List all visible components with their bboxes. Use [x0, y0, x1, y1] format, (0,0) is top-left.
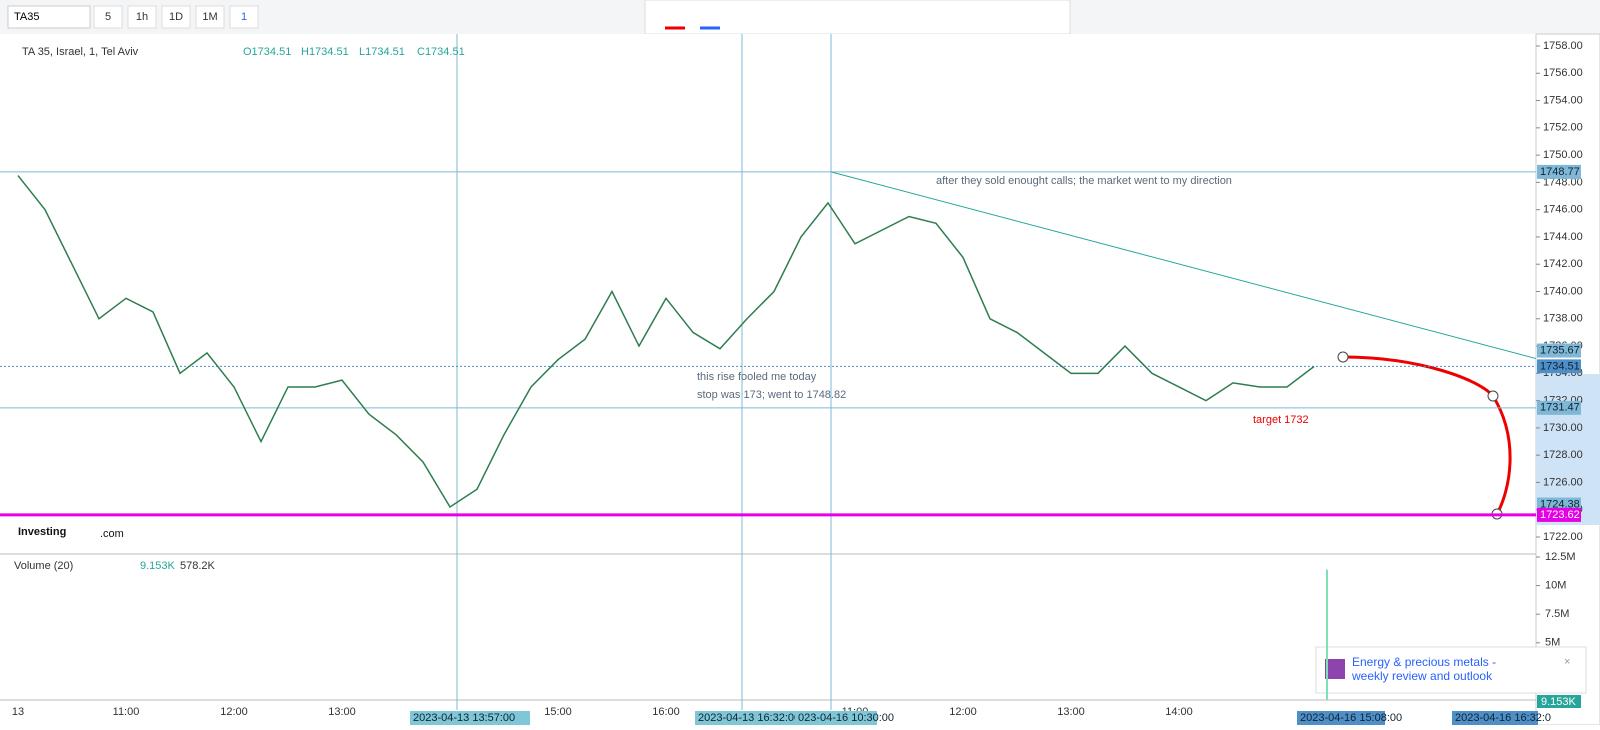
x-tick-label: 15:00 — [544, 706, 572, 718]
logo-suffix: .com — [100, 528, 124, 540]
annotation: stop was 173; went to 1748.82 — [697, 389, 846, 401]
y-tick-label: 1748.00 — [1543, 176, 1583, 188]
time-label: 2023-04-13 13:57:00 — [413, 712, 515, 724]
x-tick-label: 16:00 — [652, 706, 680, 718]
price-tag-label: 1748.77 — [1540, 166, 1580, 178]
interval-label[interactable]: 1h — [136, 11, 148, 23]
y-tick-label: 1746.00 — [1543, 204, 1583, 216]
volume-bar — [1326, 569, 1328, 700]
price-tag — [1537, 164, 1581, 179]
volume-last: 9.153K — [140, 560, 176, 572]
y-tick-label: 1754.00 — [1543, 94, 1583, 106]
ohlc-value: H1734.51 — [301, 46, 349, 58]
price-tag — [1537, 359, 1581, 374]
y-tick-label: 1726.00 — [1543, 476, 1583, 488]
y-tick-label: 1756.00 — [1543, 67, 1583, 79]
interval-button[interactable] — [161, 5, 191, 29]
volume-max: 578.2K — [180, 560, 216, 572]
ohlc-value: O1734.51 — [243, 46, 291, 58]
x-tick-label: 13:00 — [1057, 706, 1085, 718]
y-tick-label: 1722.00 — [1543, 531, 1583, 543]
y-tick-label: 1742.00 — [1543, 258, 1583, 270]
x-tick-label: 11:00 — [113, 706, 140, 718]
y-tick-label: 1728.00 — [1543, 449, 1583, 461]
y-tick-label: 1730.00 — [1543, 422, 1583, 434]
y-tick-label: 7.5M — [1545, 608, 1569, 620]
annotation: this rise fooled me today — [697, 371, 817, 383]
y-tick-label: 1750.00 — [1543, 149, 1583, 161]
y-tick-label: 12.5M — [1545, 551, 1576, 563]
symbol[interactable]: TA35 — [14, 11, 39, 23]
y-tick-label: 1738.00 — [1543, 313, 1583, 325]
logo: Investing — [18, 526, 66, 538]
price-tag-label: 1731.47 — [1540, 402, 1580, 414]
notification-body: Energy & precious metals - weekly review… — [1352, 655, 1497, 683]
time-label-box — [795, 711, 877, 725]
interval-label[interactable]: 5 — [105, 11, 111, 23]
price-line — [17, 175, 1315, 509]
time-label-box — [1452, 711, 1538, 725]
legend-title: TA 35, Israel, 1, Tel Aviv — [22, 46, 139, 58]
ohlc-value: L1734.51 — [359, 46, 405, 58]
y-tick-label: 10M — [1545, 580, 1566, 592]
x-tick-label: 14:00 — [1165, 706, 1193, 718]
interval-label[interactable]: 1M — [202, 11, 217, 23]
y-tick-label: 1758.00 — [1543, 40, 1583, 52]
interval-label[interactable]: 1D — [169, 11, 183, 23]
ohlc-value: C1734.51 — [417, 46, 465, 58]
price-tag-label: 1734.51 — [1540, 360, 1580, 372]
time-label: 2023-04-16 15:08:00 — [1300, 712, 1402, 724]
price-tag — [1537, 343, 1581, 358]
notification-icon — [1325, 659, 1345, 679]
y-tick-label: 1740.00 — [1543, 285, 1583, 297]
time-label-box — [410, 711, 530, 725]
trend-line — [830, 171, 1537, 360]
handle[interactable] — [1337, 351, 1349, 363]
y-tick-label: 1752.00 — [1543, 122, 1583, 134]
volume-tag — [1537, 695, 1581, 708]
price-tag-label: 1723.62 — [1540, 509, 1580, 521]
price-tag — [1537, 507, 1581, 522]
volume-tag-label: 9.153K — [1541, 696, 1577, 708]
interval-button[interactable] — [93, 5, 123, 29]
price-tag-label: 1724.38 — [1540, 498, 1580, 510]
notification-text[interactable]: Energy & precious metals - weekly review… — [1352, 655, 1497, 683]
x-tick-label: 12:00 — [949, 706, 977, 718]
annotation: target 1732 — [1253, 414, 1309, 426]
symbol-box[interactable] — [7, 5, 91, 29]
notification[interactable] — [1315, 646, 1587, 694]
y-tick-label: 5M — [1545, 637, 1560, 649]
price-pane — [0, 34, 1536, 554]
x-tick-label: 12:00 — [220, 706, 248, 718]
time-label: 2023-04-16 16:32:0 — [1455, 712, 1551, 724]
interval-button[interactable] — [195, 5, 225, 29]
x-tick-label: 13 — [12, 706, 24, 718]
interval-label[interactable]: 1 — [241, 11, 247, 23]
time-label-box — [1297, 711, 1385, 725]
annotation: after they sold enought calls; the marke… — [936, 175, 1232, 187]
time-label-box — [695, 711, 795, 725]
handle[interactable] — [1487, 390, 1499, 402]
interval-button[interactable] — [127, 5, 157, 29]
y-tick-label: 1744.00 — [1543, 231, 1583, 243]
volume-title: Volume (20) — [14, 560, 73, 572]
time-label: 023-04-16 10:30:00 — [798, 712, 894, 724]
price-tag — [1537, 400, 1581, 415]
price-tag-label: 1735.67 — [1540, 344, 1580, 356]
interval-button[interactable] — [229, 5, 259, 29]
x-tick-label: 13:00 — [328, 706, 356, 718]
time-label: 2023-04-13 16:32:00 — [698, 712, 800, 724]
close-button[interactable]: × — [1564, 656, 1570, 668]
